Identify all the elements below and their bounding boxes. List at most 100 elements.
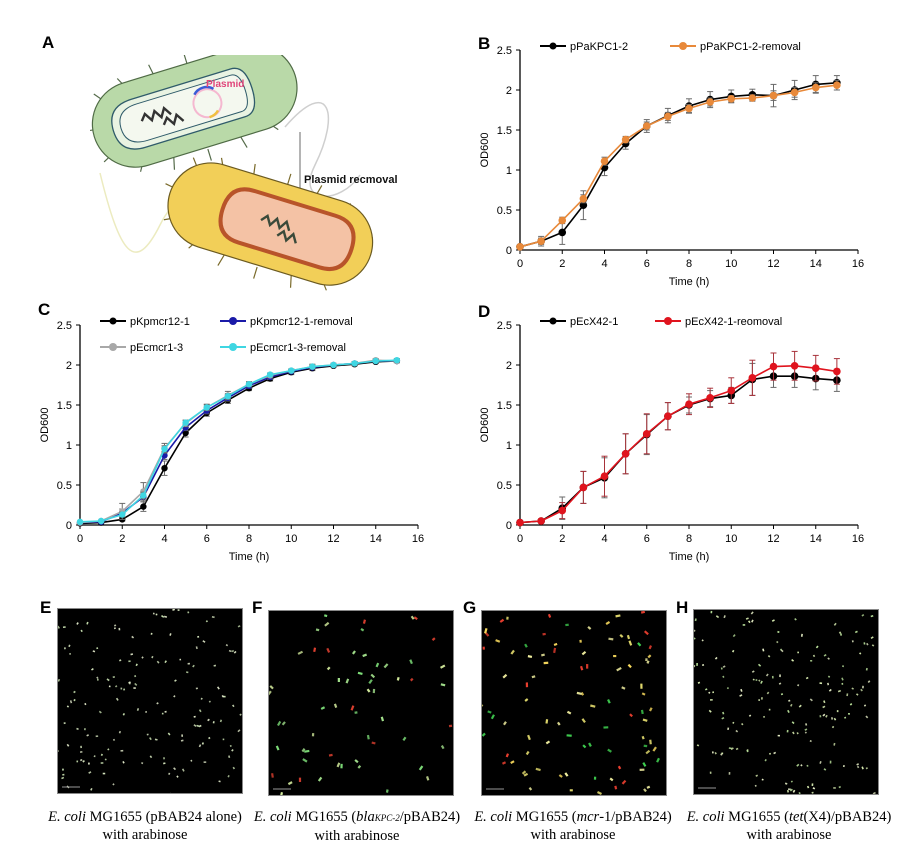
series-ppakpc1-2-removal [516, 79, 841, 251]
bacterial-cell [535, 767, 541, 772]
bacterial-cell [58, 749, 59, 753]
bacterial-cell [745, 617, 749, 620]
data-point [790, 88, 799, 97]
bacterial-cell [362, 619, 367, 624]
bacterial-cell [221, 694, 225, 698]
bacterial-cell [80, 629, 83, 633]
bacterial-cell [854, 630, 858, 634]
bacterial-cell [771, 619, 775, 622]
data-point [600, 472, 609, 480]
bacterial-cell [98, 710, 102, 714]
bacterial-cell [797, 651, 799, 654]
bacterial-cell [521, 770, 527, 775]
y-tick-label: 1 [66, 440, 72, 452]
micrograph-cells [694, 610, 876, 794]
micrograph-cells [482, 611, 660, 795]
data-point [140, 503, 147, 510]
data-point [288, 367, 295, 374]
bacterial-cell [134, 674, 137, 678]
y-tick-label: 1.5 [57, 400, 72, 412]
series-pkpmcr12-1-removal [76, 357, 401, 526]
legend-label: pEcmcr1-3-removal [250, 342, 346, 354]
x-tick-label: 4 [161, 533, 167, 545]
bacterial-cell [58, 678, 61, 682]
caption-f-gene-subscript: KPC-2 [374, 813, 400, 823]
bacterial-cell [714, 752, 717, 755]
data-point [685, 104, 693, 113]
cured-cell [163, 157, 374, 291]
y-tick-label: 0 [506, 245, 512, 257]
bacterial-cell [697, 681, 701, 684]
caption-e-strain: MG1655 (pBAB24 alone) [85, 809, 242, 825]
bacterial-cell [239, 713, 242, 716]
bacterial-cell [207, 718, 210, 722]
bacterial-cell [88, 762, 90, 765]
data-point [727, 95, 736, 103]
caption-f-gene: bla [356, 809, 375, 825]
legend-swatch-marker [549, 317, 557, 325]
caption-e: E. coli MG1655 (pBAB24 alone) with arabi… [40, 808, 250, 844]
bacterial-cell [113, 624, 117, 627]
bacterial-cell [326, 647, 331, 653]
data-point [558, 506, 567, 515]
bacterial-cell [870, 614, 874, 618]
bacterial-cell [195, 687, 198, 690]
bacterial-cell [96, 647, 99, 650]
legend-label: pEcX42-1-reomoval [685, 316, 782, 328]
bacterial-cell [271, 773, 274, 778]
bacterial-cell [197, 635, 200, 638]
bacterial-cell [648, 645, 652, 650]
bacterial-cell [641, 692, 646, 696]
data-point [516, 243, 524, 251]
bacterial-cell [701, 664, 705, 667]
bacterial-cell [708, 691, 711, 694]
bacterial-cell [149, 755, 153, 759]
bacterial-cell [527, 734, 531, 741]
bacterial-cell [838, 631, 842, 634]
caption-h-species: E. coli [686, 809, 725, 825]
y-tick-label: 2.5 [497, 45, 512, 57]
series-line [79, 360, 397, 525]
bacterial-cell [370, 673, 376, 679]
bacterial-cell [798, 791, 801, 794]
y-tick-label: 1.5 [497, 400, 512, 412]
bacterial-cell [354, 759, 359, 764]
bacterial-cell [205, 620, 209, 623]
legend-item: pEcX42-1 [540, 316, 618, 328]
series-line [519, 82, 837, 248]
bacterial-cell [752, 678, 755, 681]
bacterial-cell [735, 729, 739, 733]
bacterial-cell [767, 655, 771, 658]
bacterial-cell [180, 739, 184, 742]
legend-swatch-marker [109, 317, 117, 325]
bacterial-cell [352, 650, 356, 655]
bacterial-cell [640, 709, 644, 715]
bacterial-cell [311, 733, 315, 737]
bacterial-cell [301, 748, 306, 753]
bacterial-cell [510, 649, 515, 655]
bacterial-cell [208, 700, 211, 703]
bacterial-cell [350, 705, 355, 711]
bacterial-cell [709, 771, 712, 774]
data-point [393, 357, 401, 364]
bacterial-cell [505, 753, 510, 758]
data-point [685, 400, 693, 408]
bacterial-cell [617, 765, 622, 770]
bacterial-cell [712, 691, 714, 694]
bacterial-cell [324, 621, 330, 627]
bacterial-cell [723, 615, 726, 619]
bacterial-cell [581, 650, 587, 656]
bacterial-cell [269, 685, 274, 690]
bacterial-cell [195, 646, 198, 650]
bacterial-cell [839, 633, 843, 636]
bacterial-cell [92, 650, 96, 653]
caption-h-condition: with arabinose [746, 827, 832, 843]
y-tick-label: 1.5 [497, 125, 512, 137]
bacterial-cell [275, 745, 280, 751]
legend-swatch-marker [229, 343, 237, 351]
bacterial-cell [593, 776, 597, 780]
bacterial-cell [747, 620, 751, 624]
bacterial-cell [800, 633, 803, 637]
bacterial-cell [177, 609, 180, 612]
legend-label: pEcmcr1-3 [130, 342, 183, 354]
